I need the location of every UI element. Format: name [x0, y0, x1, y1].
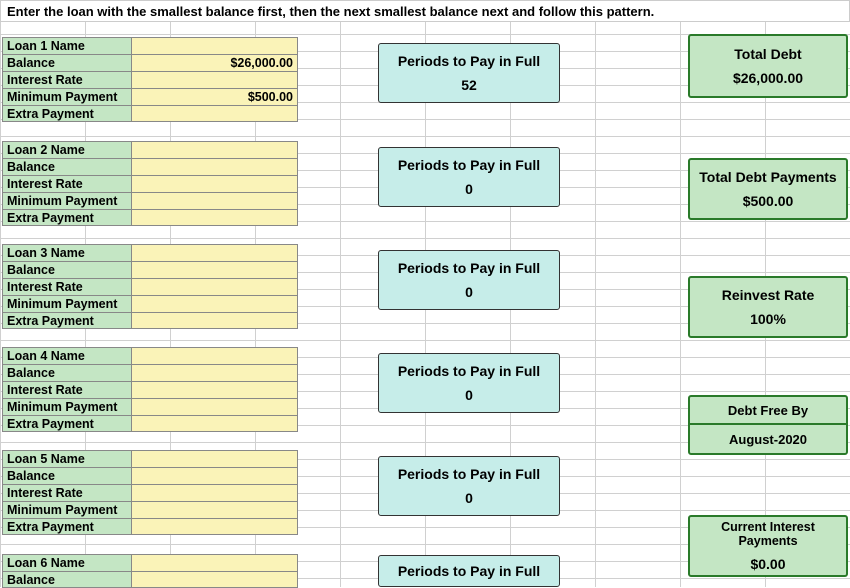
loan1-rate-input[interactable] [132, 71, 298, 88]
loan5-min-label: Minimum Payment [2, 501, 132, 518]
periods-value-1: 52 [379, 77, 559, 93]
loan2-extra-input[interactable] [132, 209, 298, 226]
loan3-name-label: Loan 3 Name [2, 244, 132, 261]
loan3-balance-label: Balance [2, 261, 132, 278]
loan3-extra-input[interactable] [132, 312, 298, 329]
loan2-balance-label: Balance [2, 158, 132, 175]
loan4-extra-label: Extra Payment [2, 415, 132, 432]
loan4-min-label: Minimum Payment [2, 398, 132, 415]
periods-title: Periods to Pay in Full [379, 563, 559, 579]
loan2-rate-input[interactable] [132, 175, 298, 192]
interest-label: Current Interest Payments [692, 520, 844, 548]
loan5-balance-input[interactable] [132, 467, 298, 484]
loan4-min-input[interactable] [132, 398, 298, 415]
loan5-rate-input[interactable] [132, 484, 298, 501]
total-payments-box: Total Debt Payments $500.00 [688, 158, 848, 220]
loan4-rate-input[interactable] [132, 381, 298, 398]
interest-value: $0.00 [692, 556, 844, 572]
debtfree-value: August-2020 [690, 425, 846, 453]
loan-block-2: Loan 2 Name Balance Interest Rate Minimu… [2, 141, 298, 226]
loan1-min-label: Minimum Payment [2, 88, 132, 105]
total-debt-value: $26,000.00 [692, 70, 844, 86]
loan-block-1: Loan 1 Name Balance$26,000.00 Interest R… [2, 37, 298, 122]
loan-block-3: Loan 3 Name Balance Interest Rate Minimu… [2, 244, 298, 329]
loan4-balance-input[interactable] [132, 364, 298, 381]
total-payments-label: Total Debt Payments [692, 169, 844, 185]
loan6-name-label: Loan 6 Name [2, 554, 132, 571]
periods-title: Periods to Pay in Full [379, 53, 559, 69]
loan3-min-label: Minimum Payment [2, 295, 132, 312]
loan3-name-input[interactable] [132, 244, 298, 261]
loan1-extra-label: Extra Payment [2, 105, 132, 122]
instruction-text: Enter the loan with the smallest balance… [0, 0, 850, 22]
loan1-rate-label: Interest Rate [2, 71, 132, 88]
loan1-balance-label: Balance [2, 54, 132, 71]
loan2-extra-label: Extra Payment [2, 209, 132, 226]
loan1-balance-input[interactable]: $26,000.00 [132, 54, 298, 71]
total-payments-value: $500.00 [692, 193, 844, 209]
loan3-balance-input[interactable] [132, 261, 298, 278]
loan5-rate-label: Interest Rate [2, 484, 132, 501]
periods-value-4: 0 [379, 387, 559, 403]
loan5-name-input[interactable] [132, 450, 298, 467]
periods-box-4: Periods to Pay in Full 0 [378, 353, 560, 413]
loan4-name-label: Loan 4 Name [2, 347, 132, 364]
loan2-balance-input[interactable] [132, 158, 298, 175]
loan4-extra-input[interactable] [132, 415, 298, 432]
loan-block-4: Loan 4 Name Balance Interest Rate Minimu… [2, 347, 298, 432]
periods-title: Periods to Pay in Full [379, 157, 559, 173]
periods-title: Periods to Pay in Full [379, 260, 559, 276]
reinvest-box: Reinvest Rate 100% [688, 276, 848, 338]
periods-box-6: Periods to Pay in Full [378, 555, 560, 587]
loan2-min-label: Minimum Payment [2, 192, 132, 209]
debtfree-box: Debt Free By August-2020 [688, 395, 848, 455]
loan1-name-input[interactable] [132, 37, 298, 54]
loan-block-5: Loan 5 Name Balance Interest Rate Minimu… [2, 450, 298, 535]
loan5-min-input[interactable] [132, 501, 298, 518]
reinvest-label: Reinvest Rate [692, 287, 844, 303]
loan6-name-input[interactable] [132, 554, 298, 571]
loan5-extra-label: Extra Payment [2, 518, 132, 535]
loan5-extra-input[interactable] [132, 518, 298, 535]
loan3-rate-input[interactable] [132, 278, 298, 295]
loan5-balance-label: Balance [2, 467, 132, 484]
loan2-name-label: Loan 2 Name [2, 141, 132, 158]
reinvest-value: 100% [692, 311, 844, 327]
total-debt-box: Total Debt $26,000.00 [688, 34, 848, 98]
periods-title: Periods to Pay in Full [379, 466, 559, 482]
periods-box-2: Periods to Pay in Full 0 [378, 147, 560, 207]
loan6-balance-input[interactable] [132, 571, 298, 588]
loan1-extra-input[interactable] [132, 105, 298, 122]
periods-box-5: Periods to Pay in Full 0 [378, 456, 560, 516]
loan1-name-label: Loan 1 Name [2, 37, 132, 54]
periods-box-3: Periods to Pay in Full 0 [378, 250, 560, 310]
loan2-rate-label: Interest Rate [2, 175, 132, 192]
loan4-rate-label: Interest Rate [2, 381, 132, 398]
loan3-rate-label: Interest Rate [2, 278, 132, 295]
periods-value-3: 0 [379, 284, 559, 300]
loan5-name-label: Loan 5 Name [2, 450, 132, 467]
loan-block-6: Loan 6 Name Balance [2, 554, 298, 588]
loan2-min-input[interactable] [132, 192, 298, 209]
periods-value-2: 0 [379, 181, 559, 197]
periods-box-1: Periods to Pay in Full 52 [378, 43, 560, 103]
loan4-name-input[interactable] [132, 347, 298, 364]
loan4-balance-label: Balance [2, 364, 132, 381]
loan3-extra-label: Extra Payment [2, 312, 132, 329]
total-debt-label: Total Debt [692, 46, 844, 62]
loan6-balance-label: Balance [2, 571, 132, 588]
loan3-min-input[interactable] [132, 295, 298, 312]
periods-title: Periods to Pay in Full [379, 363, 559, 379]
loan2-name-input[interactable] [132, 141, 298, 158]
loan1-min-input[interactable]: $500.00 [132, 88, 298, 105]
interest-box: Current Interest Payments $0.00 [688, 515, 848, 577]
debtfree-label: Debt Free By [690, 397, 846, 425]
periods-value-5: 0 [379, 490, 559, 506]
